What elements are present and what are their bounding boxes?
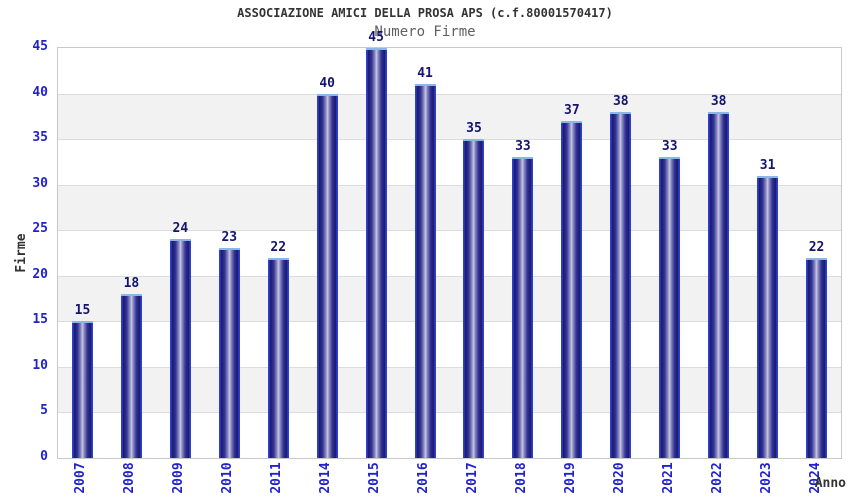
bar-value-label: 24 <box>172 221 189 237</box>
x-tick-label-2007: 2007 <box>73 462 89 494</box>
chart-title: ASSOCIAZIONE AMICI DELLA PROSA APS (c.f.… <box>237 6 613 20</box>
y-tick-label: 5 <box>40 403 48 419</box>
bar-value-label: 35 <box>466 121 482 137</box>
y-tick-label: 0 <box>40 449 48 464</box>
x-tick-label-2019: 2019 <box>562 462 578 494</box>
y-tick-label: 45 <box>32 39 48 54</box>
bar-value-label: 18 <box>123 276 140 291</box>
bar-value-label: 37 <box>564 102 580 118</box>
bar-2014 <box>316 93 338 458</box>
x-tick-label-2008: 2008 <box>122 462 138 494</box>
bar-value-label: 33 <box>515 139 531 155</box>
bar-value-label: 15 <box>74 303 91 319</box>
x-tick-label-2010: 2010 <box>220 462 236 494</box>
bar-2022 <box>708 111 730 458</box>
bar-value-label: 40 <box>319 75 335 91</box>
x-tick-label-2020: 2020 <box>611 462 627 494</box>
bar-2010 <box>218 248 240 458</box>
bar-value-label: 22 <box>270 239 287 255</box>
bar-value-label: 41 <box>417 66 433 82</box>
bar-value-label: 22 <box>808 239 825 255</box>
y-tick-label: 25 <box>32 221 48 237</box>
bar-2011 <box>267 257 289 458</box>
x-tick-label-2017: 2017 <box>464 462 480 494</box>
bar-2019 <box>561 120 583 458</box>
x-tick-label-2011: 2011 <box>269 462 285 494</box>
y-tick-label: 15 <box>32 312 48 328</box>
y-tick-label: 40 <box>32 84 48 100</box>
bar-value-label: 38 <box>612 93 629 109</box>
bar-value-label: 23 <box>221 230 238 246</box>
y-tick-label: 20 <box>32 266 48 282</box>
x-tick-label-2023: 2023 <box>758 462 774 494</box>
bar-2017 <box>463 139 485 458</box>
bar-2009 <box>169 239 191 458</box>
bar-2023 <box>757 175 779 458</box>
y-tick-label: 30 <box>32 175 48 191</box>
x-tick-label-2018: 2018 <box>513 462 529 494</box>
chart-subtitle: Numero Firme <box>374 24 476 40</box>
bar-value-label: 45 <box>368 30 384 45</box>
bar-value-label: 31 <box>759 157 776 173</box>
x-tick-label-2015: 2015 <box>367 462 383 494</box>
bar-2007 <box>71 321 93 458</box>
x-axis-label: Anno <box>814 476 846 491</box>
bar-2021 <box>659 157 681 458</box>
plot-area: 15 18 24 23 22 40 45 41 35 33 37 38 33 38 31 22 <box>57 30 842 459</box>
y-tick-label: 10 <box>32 357 48 373</box>
bar-2016 <box>414 84 436 458</box>
x-tick-label-2016: 2016 <box>416 462 432 494</box>
x-tick-label-2014: 2014 <box>318 462 334 494</box>
y-tick-label: 35 <box>32 130 48 146</box>
x-tick-label-2022: 2022 <box>709 462 725 494</box>
bar-2020 <box>610 111 632 458</box>
x-tick-label-2021: 2021 <box>660 462 676 494</box>
bar-2008 <box>120 294 142 458</box>
bar-2015 <box>365 48 387 458</box>
bar-2024 <box>806 257 828 458</box>
bar-2018 <box>512 157 534 458</box>
bar-value-label: 38 <box>710 93 727 109</box>
x-tick-label-2009: 2009 <box>171 462 187 494</box>
grid-band <box>58 48 841 94</box>
bar-value-label: 33 <box>661 139 678 155</box>
